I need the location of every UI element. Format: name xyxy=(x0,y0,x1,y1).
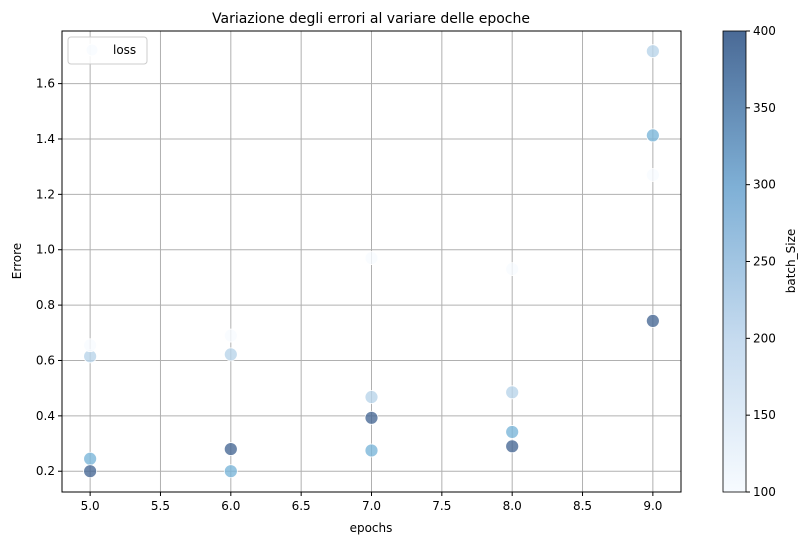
x-tick-label: 7.5 xyxy=(432,499,451,513)
scatter-point xyxy=(645,44,660,59)
colorbar-gradient xyxy=(722,30,747,493)
colorbar-tick-label: 300 xyxy=(753,178,776,192)
x-tick-label: 5.5 xyxy=(151,499,170,513)
x-tick-label: 6.5 xyxy=(292,499,311,513)
y-tick-label: 0.4 xyxy=(36,409,55,423)
scatter-point xyxy=(364,390,379,404)
scatter-point xyxy=(83,338,98,353)
y-tick-label: 0.2 xyxy=(36,464,55,478)
scatter-point xyxy=(223,347,238,362)
colorbar: 100 150 200 250 300 350 400 batch_Size xyxy=(722,24,798,499)
x-tick-label: 9.0 xyxy=(643,499,662,513)
data-points xyxy=(83,44,660,479)
scatter-point xyxy=(505,425,520,439)
scatter-point xyxy=(505,439,520,454)
x-axis-label: epochs xyxy=(350,521,393,535)
colorbar-tick-label: 200 xyxy=(753,331,776,345)
y-axis-ticks: 0.2 0.4 0.6 0.8 1.0 1.2 1.4 1.6 xyxy=(36,77,62,478)
scatter-point xyxy=(364,251,379,265)
y-tick-label: 1.4 xyxy=(36,132,55,146)
scatter-point xyxy=(83,451,98,466)
scatter-point xyxy=(364,410,379,425)
y-axis-label: Errore xyxy=(10,243,24,279)
scatter-point xyxy=(364,443,379,458)
x-tick-label: 5.0 xyxy=(81,499,100,513)
colorbar-tick-label: 150 xyxy=(753,408,776,422)
legend-marker xyxy=(85,43,99,57)
scatter-point xyxy=(645,128,660,143)
colorbar-ticks: 100 150 200 250 300 350 400 xyxy=(746,24,776,499)
legend-box xyxy=(67,36,148,65)
y-tick-label: 0.8 xyxy=(36,298,55,312)
legend-entry-loss: loss xyxy=(113,43,136,57)
x-tick-label: 7.0 xyxy=(362,499,381,513)
x-tick-label: 8.5 xyxy=(573,499,592,513)
scatter-point xyxy=(223,464,238,479)
scatter-point xyxy=(645,313,660,328)
scatter-point xyxy=(505,262,520,277)
scatter-point xyxy=(223,442,238,456)
colorbar-tick-label: 350 xyxy=(753,101,776,115)
scatter-point xyxy=(645,168,660,182)
y-tick-label: 0.6 xyxy=(36,353,55,367)
y-tick-label: 1.2 xyxy=(36,187,55,201)
legend: loss xyxy=(67,36,148,65)
x-tick-label: 8.0 xyxy=(503,499,522,513)
x-tick-label: 6.0 xyxy=(221,499,240,513)
y-tick-label: 1.0 xyxy=(36,243,55,257)
scatter-point xyxy=(83,464,98,479)
colorbar-label: batch_Size xyxy=(784,229,798,294)
scatter-point xyxy=(505,385,520,400)
colorbar-tick-label: 400 xyxy=(753,24,776,38)
colorbar-tick-label: 250 xyxy=(753,255,776,269)
scatter-point xyxy=(223,328,238,343)
chart-title: Variazione degli errori al variare delle… xyxy=(212,11,530,27)
grid xyxy=(62,31,681,492)
colorbar-tick-label: 100 xyxy=(753,485,776,499)
y-tick-label: 1.6 xyxy=(36,77,55,91)
x-axis-ticks: 5.0 5.5 6.0 6.5 7.0 7.5 8.0 8.5 9.0 xyxy=(81,492,662,513)
